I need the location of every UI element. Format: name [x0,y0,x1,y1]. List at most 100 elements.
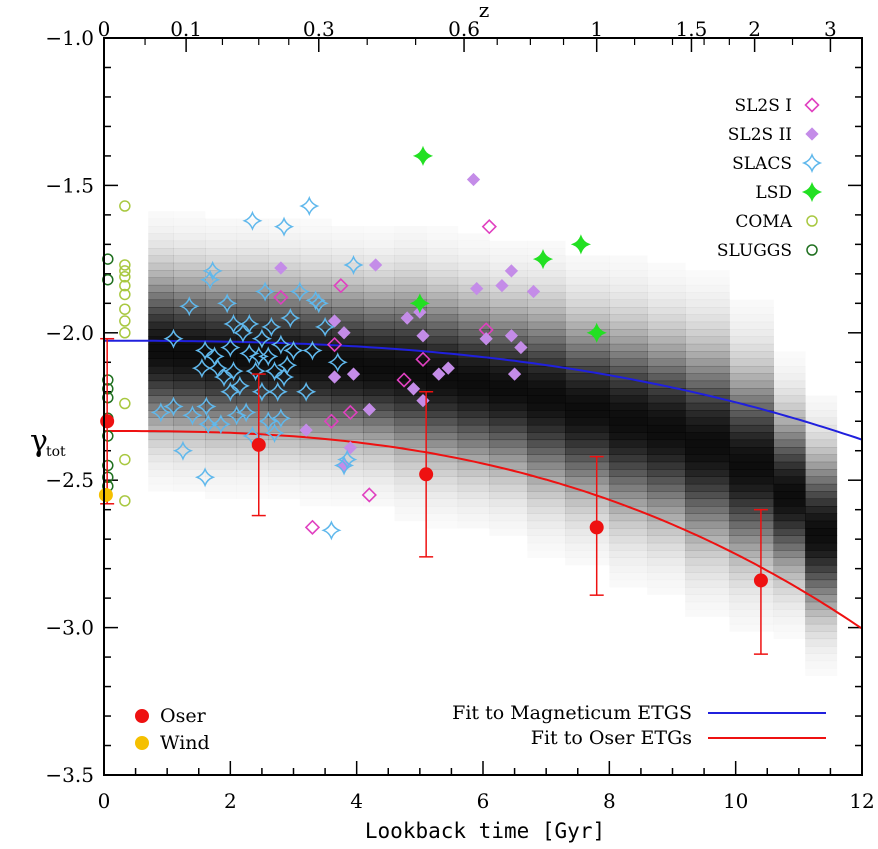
legend-label: Oser [160,705,207,727]
density-cell [609,550,648,558]
density-cell [647,572,686,581]
data-point [217,293,238,314]
density-cell [268,454,301,463]
density-cell [362,365,395,374]
density-cell [609,469,648,477]
density-cell [299,469,332,477]
series-coma [119,200,131,507]
density-cell [173,402,206,411]
density-cell [205,461,238,470]
density-cell [527,469,566,477]
data-point [479,332,493,346]
density-cell [457,402,490,411]
density-cell [362,380,395,389]
density-cell [173,373,206,382]
density-cell [729,417,774,426]
density-cell [805,631,838,640]
density-cell [489,439,528,448]
density-cell [609,321,648,330]
density-cell [685,461,730,470]
density-cell [773,454,806,463]
density-cell [609,299,648,308]
density-cell [173,439,206,448]
density-cell [205,277,238,286]
data-point [198,414,219,435]
density-cell [685,542,730,551]
density-cell [457,476,490,485]
data-point [194,340,216,361]
density-cell [685,609,730,617]
density-cell [773,564,806,573]
data-point [102,253,114,265]
density-cell [527,292,566,301]
density-cell [647,498,686,507]
density-cell [394,255,427,264]
density-cell [173,270,206,278]
density-cell [362,255,395,264]
density-cell [729,424,774,433]
density-cell [331,314,364,323]
data-point [150,402,171,423]
density-cell [609,307,648,315]
density-cell [527,513,566,522]
density-cell [609,447,648,455]
density-cell [331,469,364,477]
density-cell [489,358,528,367]
density-cell [457,469,490,477]
density-cell [457,432,490,441]
density-cell [299,307,332,315]
density-cell [331,277,364,286]
density-cell [647,432,686,441]
density-cell [685,557,730,566]
density-cell [331,351,364,359]
data-point [361,487,377,503]
density-cell [489,262,528,271]
density-cell [205,439,238,448]
fit-curve [104,430,863,630]
density-cell [331,410,364,418]
density-cell [565,263,610,271]
density-cell [173,299,206,308]
density-cell [729,579,774,588]
density-cell [773,550,806,558]
density-cell [685,278,730,286]
density-cell [729,535,774,544]
density-cell [729,447,774,455]
density-cell [685,270,730,278]
density-cell [685,594,730,603]
density-cell [331,395,364,404]
data-point [805,127,819,141]
density-cell [685,329,730,337]
density-cell [565,365,610,374]
density-cell [426,439,459,448]
data-point [213,366,235,388]
data-point [119,288,131,301]
density-cell [173,410,206,418]
density-cell [205,410,238,418]
density-cell [609,535,648,544]
data-point [172,440,194,461]
data-point [196,396,217,417]
density-cell [685,469,730,477]
density-cell [773,557,806,566]
density-cell [299,365,332,374]
density-cell [647,439,686,448]
density-cell [268,469,301,477]
density-cell [268,284,301,293]
y-tick-label: −3.5 [45,763,94,787]
density-cell [773,483,806,492]
density-cell [729,572,774,581]
density-cell [148,395,174,404]
density-cell [205,321,238,330]
density-cell [527,491,566,500]
density-cell [685,373,730,382]
density-cell [426,314,459,323]
density-cell [647,336,686,345]
density-cell [805,461,838,470]
density-cell [299,233,332,242]
density-cell [148,469,174,477]
density-cell [773,395,806,404]
density-cell [527,528,566,536]
density-cell [609,373,648,382]
data-point [589,520,604,535]
